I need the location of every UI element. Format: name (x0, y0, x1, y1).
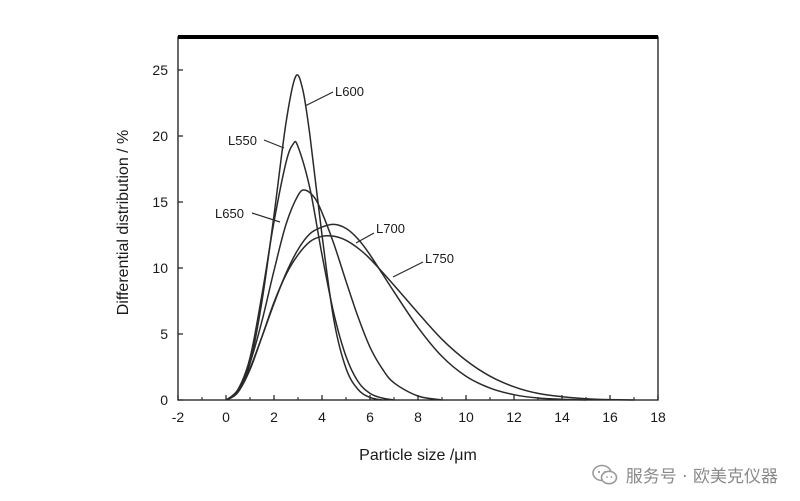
y-tick-label: 25 (152, 62, 168, 78)
x-tick-label: 8 (414, 409, 422, 425)
series-line-l700 (225, 223, 587, 401)
x-tick-label: 16 (602, 409, 618, 425)
x-tick-label: 14 (554, 409, 570, 425)
y-tick-label: 20 (152, 128, 168, 144)
x-tick-label: 18 (650, 409, 666, 425)
x-tick-label: 0 (222, 409, 230, 425)
x-tick-label: 6 (366, 409, 374, 425)
x-tick-label: -2 (172, 409, 185, 425)
watermark: 服务号 · 欧美克仪器 (591, 462, 778, 487)
x-tick-label: 2 (270, 409, 278, 425)
wechat-icon (591, 464, 618, 484)
leader-line-l600 (304, 91, 334, 107)
leader-line-l700 (355, 232, 375, 244)
plot-frame (177, 35, 659, 401)
series-line-l550 (225, 140, 395, 401)
series-label-l650: L650 (215, 206, 244, 221)
series-label-l550: L550 (228, 133, 257, 148)
y-tick-label: 5 (160, 326, 168, 342)
series-label-l750: L750 (425, 251, 454, 266)
x-tick-label: 10 (458, 409, 474, 425)
watermark-text: 服务号 · 欧美克仪器 (625, 467, 778, 487)
series-line-l750 (225, 234, 635, 401)
series-curves (225, 74, 635, 401)
y-tick-label: 0 (160, 392, 168, 408)
x-axis-title: Particle size /μm (359, 447, 477, 464)
y-axis-title: Differential distribution / % (115, 130, 132, 316)
series-labels: L550 L600 L650 L700 L750 (215, 84, 454, 278)
x-tick-label: 4 (318, 409, 326, 425)
y-tick-label: 10 (152, 260, 168, 276)
y-tick-label: 15 (152, 194, 168, 210)
series-line-l650 (225, 189, 443, 401)
plot-border (177, 36, 659, 401)
series-label-l600: L600 (335, 84, 364, 99)
leader-line-l650 (251, 212, 281, 223)
series-line-l600 (225, 74, 383, 401)
x-tick-label: 12 (506, 409, 522, 425)
leader-line-l550 (263, 139, 285, 149)
series-label-l700: L700 (376, 221, 405, 236)
leader-line-l750 (392, 261, 424, 278)
